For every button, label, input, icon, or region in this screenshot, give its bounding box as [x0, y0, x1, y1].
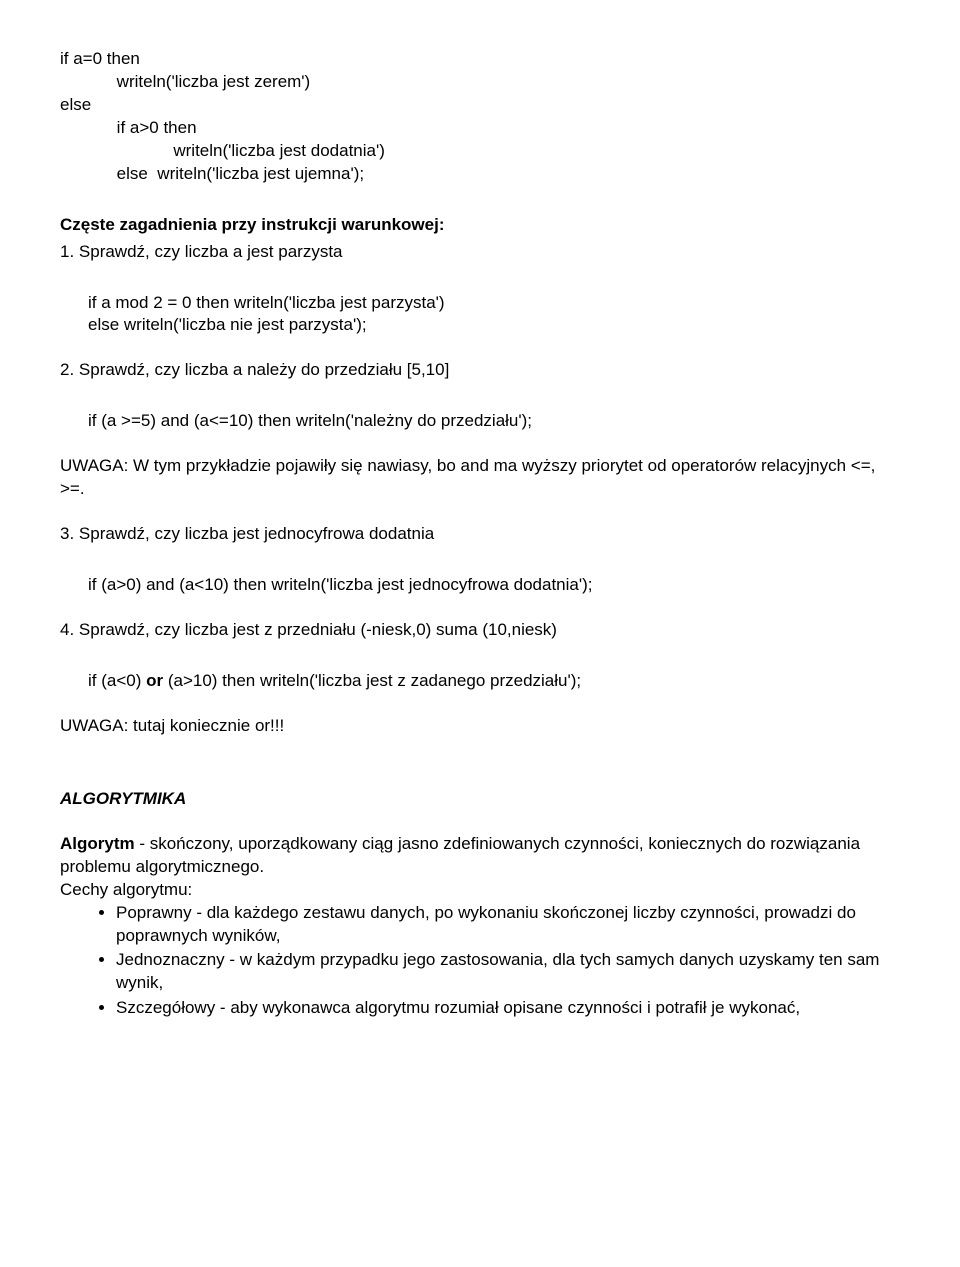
- item-2: 2. Sprawdź, czy liczba a należy do przed…: [60, 359, 900, 433]
- item-4-code-pre: if (a<0): [88, 671, 146, 690]
- item-1-code-l1: if a mod 2 = 0 then writeln('liczba jest…: [60, 292, 900, 315]
- item-2-title: 2. Sprawdź, czy liczba a należy do przed…: [60, 359, 900, 382]
- code-block-1: if a=0 then writeln('liczba jest zerem')…: [60, 48, 900, 186]
- item-1-title: 1. Sprawdź, czy liczba a jest parzysta: [60, 241, 900, 264]
- algorytmika-heading: ALGORYTMIKA: [60, 788, 900, 811]
- item-1-code-l2: else writeln('liczba nie jest parzysta')…: [60, 314, 900, 337]
- cechy-item: Poprawny - dla każdego zestawu danych, p…: [116, 902, 900, 948]
- item-4-code: if (a<0) or (a>10) then writeln('liczba …: [60, 670, 900, 693]
- algorytm-definition-text: - skończony, uporządkowany ciąg jasno zd…: [60, 834, 860, 876]
- algorytm-term: Algorytm: [60, 834, 135, 853]
- cechy-item: Szczegółowy - aby wykonawca algorytmu ro…: [116, 997, 900, 1020]
- item-4-code-post: (a>10) then writeln('liczba jest z zadan…: [163, 671, 581, 690]
- item-4-title: 4. Sprawdź, czy liczba jest z przedniału…: [60, 619, 900, 642]
- item-4-code-or: or: [146, 671, 163, 690]
- item-1: 1. Sprawdź, czy liczba a jest parzysta i…: [60, 241, 900, 338]
- cechy-label: Cechy algorytmu:: [60, 879, 900, 902]
- algorytm-definition: Algorytm - skończony, uporządkowany ciąg…: [60, 833, 900, 879]
- item-2-code: if (a >=5) and (a<=10) then writeln('nal…: [60, 410, 900, 433]
- section-heading: Częste zagadnienia przy instrukcji warun…: [60, 214, 900, 237]
- item-3: 3. Sprawdź, czy liczba jest jednocyfrowa…: [60, 523, 900, 597]
- item-2-note: UWAGA: W tym przykładzie pojawiły się na…: [60, 455, 900, 501]
- item-3-title: 3. Sprawdź, czy liczba jest jednocyfrowa…: [60, 523, 900, 546]
- item-4: 4. Sprawdź, czy liczba jest z przedniału…: [60, 619, 900, 693]
- item-4-note: UWAGA: tutaj koniecznie or!!!: [60, 715, 900, 738]
- cechy-list: Poprawny - dla każdego zestawu danych, p…: [60, 902, 900, 1021]
- item-3-code: if (a>0) and (a<10) then writeln('liczba…: [60, 574, 900, 597]
- cechy-item: Jednoznaczny - w każdym przypadku jego z…: [116, 949, 900, 995]
